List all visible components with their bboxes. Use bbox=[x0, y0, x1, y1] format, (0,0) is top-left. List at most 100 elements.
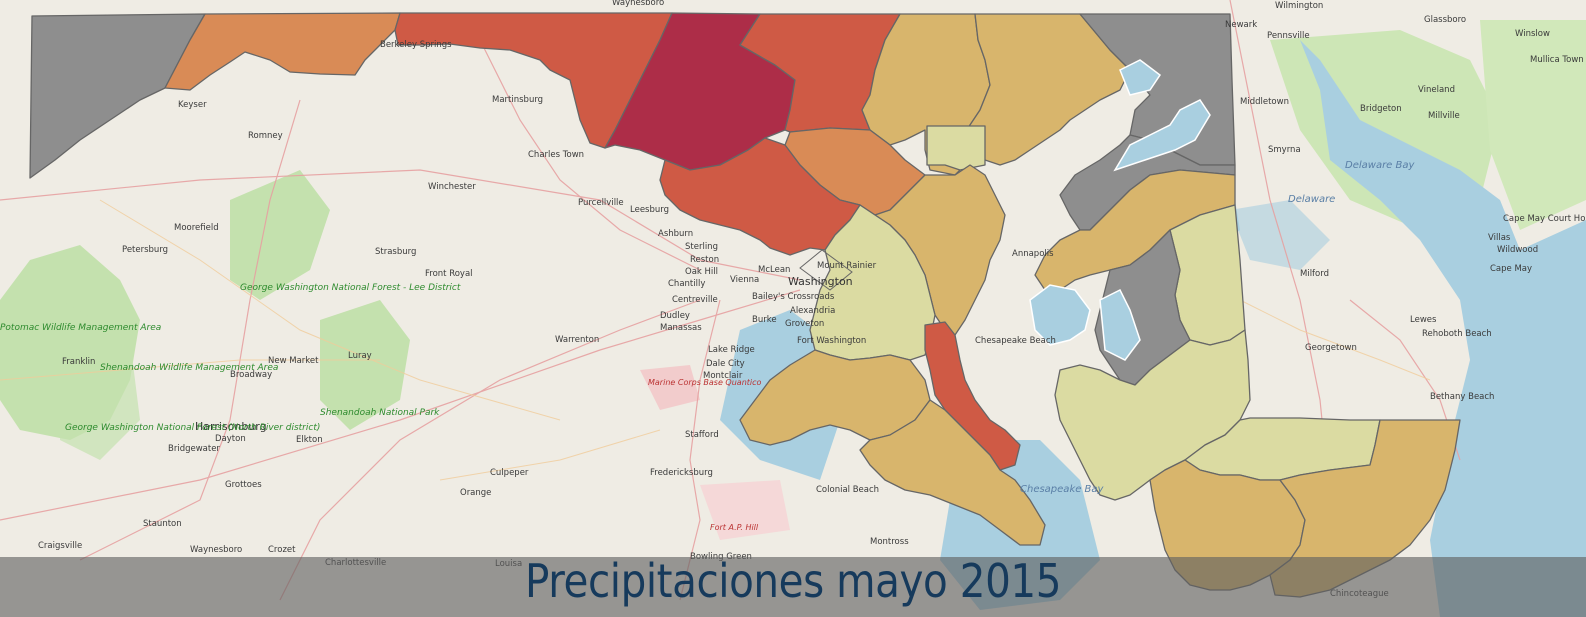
region-charles-county[interactable] bbox=[739, 349, 931, 446]
place-label: Waynesboro bbox=[612, 0, 664, 8]
place-label: New Market bbox=[268, 356, 319, 366]
place-label: Charles Town bbox=[528, 150, 584, 160]
place-label: Milford bbox=[1300, 269, 1329, 279]
place-label: Sterling bbox=[685, 242, 718, 252]
place-label: Lake Ridge bbox=[708, 345, 755, 355]
place-label: Centreville bbox=[672, 295, 718, 305]
place-label: Pennsville bbox=[1267, 31, 1310, 41]
place-label: Petersburg bbox=[122, 245, 168, 255]
bay-detail bbox=[1029, 59, 1211, 361]
place-label: Bailey's Crossroads bbox=[752, 292, 835, 302]
place-label: Staunton bbox=[143, 519, 182, 529]
place-label: Villas bbox=[1488, 233, 1511, 243]
place-label: Cape May Court House bbox=[1503, 214, 1586, 224]
place-label: Leesburg bbox=[630, 205, 669, 215]
place-label: Newark bbox=[1225, 20, 1257, 30]
place-label: Franklin bbox=[62, 357, 95, 367]
place-label: Mullica Town bbox=[1530, 55, 1584, 65]
place-label: Chesapeake Beach bbox=[975, 336, 1056, 346]
map-title: Precipitaciones mayo 2015 bbox=[524, 554, 1062, 608]
place-label: Purcellville bbox=[578, 198, 624, 208]
place-label: Alexandria bbox=[790, 306, 835, 316]
place-label: Winchester bbox=[428, 182, 476, 192]
place-label: Stafford bbox=[685, 430, 719, 440]
region-worcester-county[interactable] bbox=[1269, 419, 1461, 598]
place-label: Fredericksburg bbox=[650, 468, 713, 478]
place-label: Ashburn bbox=[658, 229, 693, 239]
dc-outline bbox=[799, 249, 853, 291]
place-label: Vineland bbox=[1418, 85, 1455, 95]
place-label: Moorefield bbox=[174, 223, 219, 233]
place-label: Keyser bbox=[178, 100, 207, 110]
basemap-roads bbox=[0, 0, 1461, 601]
water-label: Delaware Bay bbox=[1345, 160, 1415, 171]
place-label: Rehoboth Beach bbox=[1422, 329, 1492, 339]
park-label: Shenandoah Wildlife Management Area bbox=[100, 363, 278, 373]
place-label: Grottoes bbox=[225, 480, 262, 490]
place-label: McLean bbox=[758, 265, 790, 275]
park-label: George Washington National Forest - Lee … bbox=[240, 283, 461, 293]
water-labels: Delaware Bay Delaware Chesapeake Bay bbox=[1020, 160, 1415, 495]
place-label: Lewes bbox=[1410, 315, 1437, 325]
place-label: Colonial Beach bbox=[816, 485, 879, 495]
military-label: Fort A.P. Hill bbox=[710, 523, 759, 532]
place-label: Front Royal bbox=[425, 269, 473, 279]
place-label: Winslow bbox=[1515, 29, 1550, 39]
place-label: Martinsburg bbox=[492, 95, 543, 105]
region-west-county[interactable] bbox=[164, 12, 401, 91]
place-label: Montross bbox=[870, 537, 909, 547]
place-label: Smyrna bbox=[1268, 145, 1301, 155]
water-label: Chesapeake Bay bbox=[1020, 484, 1105, 495]
place-label: Montclair bbox=[703, 371, 743, 381]
place-label: Chantilly bbox=[668, 279, 705, 289]
place-label: Bridgewater bbox=[168, 444, 220, 454]
place-label: Dayton bbox=[215, 434, 246, 444]
place-label: Strasburg bbox=[375, 247, 416, 257]
region-baltimore-city[interactable] bbox=[926, 125, 986, 171]
place-label: Bethany Beach bbox=[1430, 392, 1494, 402]
place-label: Dudley bbox=[660, 311, 690, 321]
place-label: Luray bbox=[348, 351, 372, 361]
place-label: Craigsville bbox=[38, 541, 82, 551]
military-label: Marine Corps Base Quantico bbox=[648, 378, 762, 387]
place-label: Warrenton bbox=[555, 335, 599, 345]
park-label: Potomac Wildlife Management Area bbox=[0, 323, 161, 333]
place-label: Wildwood bbox=[1497, 245, 1538, 255]
place-label: Wilmington bbox=[1275, 1, 1323, 11]
place-label: Manassas bbox=[660, 323, 702, 333]
place-label: Reston bbox=[690, 255, 719, 265]
place-label: Cape May bbox=[1490, 264, 1532, 274]
place-label: Millville bbox=[1428, 111, 1460, 121]
place-label: Vienna bbox=[730, 275, 759, 285]
place-label: Annapolis bbox=[1012, 249, 1054, 259]
place-label: Georgetown bbox=[1305, 343, 1357, 353]
place-label: Oak Hill bbox=[685, 267, 718, 277]
place-label: Burke bbox=[752, 315, 777, 325]
military-labels: Marine Corps Base Quantico Fort A.P. Hil… bbox=[648, 378, 762, 532]
place-label: Bridgeton bbox=[1360, 104, 1402, 114]
place-label: Elkton bbox=[296, 435, 323, 445]
place-label: Glassboro bbox=[1424, 15, 1466, 25]
water-label: Delaware bbox=[1288, 194, 1335, 205]
place-label: Mount Rainier bbox=[817, 261, 877, 271]
place-label: Romney bbox=[248, 131, 283, 141]
park-label: George Washington National Forest (North… bbox=[65, 423, 320, 433]
place-label: Harrisonburg bbox=[195, 420, 267, 433]
title-band bbox=[0, 557, 1586, 617]
place-label: Berkeley Springs bbox=[380, 40, 452, 50]
place-label: Fort Washington bbox=[797, 336, 866, 346]
park-labels: George Washington National Forest - Lee … bbox=[0, 283, 461, 433]
basemap-roads-minor bbox=[0, 199, 1431, 481]
place-label-capital: Washington bbox=[788, 275, 853, 288]
place-label: Orange bbox=[460, 488, 491, 498]
place-label: Broadway bbox=[230, 370, 272, 380]
park-label: Shenandoah National Park bbox=[320, 408, 440, 418]
place-label: Waynesboro bbox=[190, 545, 242, 555]
place-label: Crozet bbox=[268, 545, 296, 555]
place-label: Dale City bbox=[706, 359, 745, 369]
region-st-marys-county[interactable] bbox=[859, 399, 1046, 546]
place-label: Groveton bbox=[785, 319, 824, 329]
place-label: Culpeper bbox=[490, 468, 529, 478]
region-calvert-county[interactable] bbox=[924, 321, 1021, 471]
